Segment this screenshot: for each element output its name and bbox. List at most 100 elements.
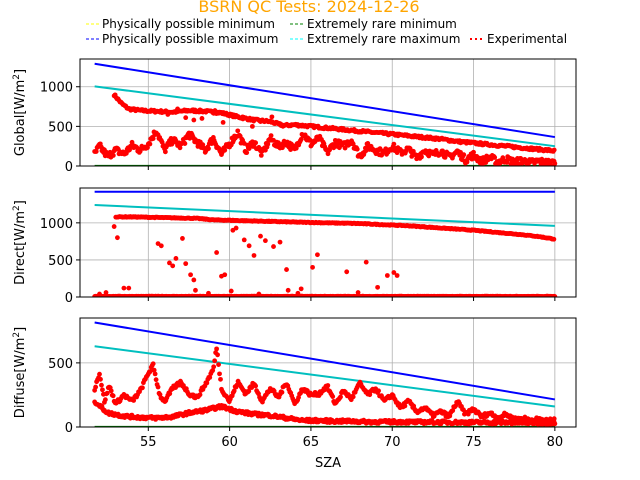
data-point (465, 411, 471, 417)
legend-entry-phys-min: Physically possible minimum (86, 17, 275, 31)
x-tick-label: 80 (547, 435, 564, 450)
data-point (262, 238, 268, 244)
data-point (180, 236, 185, 241)
data-point (155, 384, 161, 390)
panel-diffuse: 55 60 65 70 75 80 0 500 Diffuse[W/m2] (12, 317, 577, 450)
data-point (193, 287, 198, 293)
data-point (211, 364, 217, 370)
data-point (218, 376, 223, 382)
data-point (310, 264, 315, 270)
ref-line-extremely-rare-maximum (94, 345, 555, 408)
data-point (214, 250, 220, 255)
x-tick-label: 65 (303, 435, 320, 450)
data-point (277, 122, 283, 128)
data-point (115, 235, 120, 241)
data-point (212, 358, 218, 364)
data-point (551, 147, 557, 153)
data-point (298, 136, 304, 142)
data-point (210, 367, 216, 373)
data-point (258, 152, 264, 158)
data-point (100, 387, 105, 393)
data-point (206, 290, 211, 296)
data-point (233, 225, 239, 231)
data-point (330, 394, 336, 399)
data-point (111, 224, 117, 229)
y-tick-label: 0 (65, 421, 73, 436)
y-axis-label: Direct[W/m2] (12, 200, 28, 285)
legend-entry-rare-max: Extremely rare maximum (290, 32, 460, 46)
data-point (375, 284, 380, 290)
data-point (391, 270, 397, 275)
data-point (97, 371, 102, 377)
data-point (110, 393, 116, 399)
data-point (173, 256, 179, 261)
data-point (231, 388, 237, 394)
data-point (145, 145, 150, 151)
data-point (150, 136, 156, 141)
data-point (492, 155, 498, 160)
ref-line-extremely-rare-maximum (94, 85, 555, 148)
data-point (153, 377, 159, 383)
data-point (265, 141, 271, 147)
data-point (363, 259, 369, 265)
data-point (350, 394, 356, 400)
data-point (241, 237, 247, 243)
data-point (126, 285, 132, 291)
data-point (258, 119, 263, 125)
data-point (450, 408, 456, 413)
data-point (471, 149, 476, 155)
legend-label: Physically possible minimum (102, 17, 275, 31)
legend: Physically possible minimum Extremely ra… (86, 17, 567, 46)
y-tick-label: 500 (48, 254, 73, 269)
data-point (325, 383, 331, 388)
data-point (217, 371, 222, 377)
data-point (315, 252, 320, 258)
data-point (394, 273, 400, 278)
data-point (295, 290, 301, 296)
data-point (97, 291, 102, 297)
data-point (551, 236, 557, 242)
data-point (280, 145, 285, 151)
legend-entry-experimental: Experimental (470, 32, 567, 46)
data-point (104, 390, 110, 396)
data-point (212, 108, 218, 113)
data-point (206, 146, 211, 152)
ref-line-extremely-rare-maximum (94, 204, 555, 227)
data-point (338, 394, 343, 400)
data-point (269, 114, 275, 120)
data-point (222, 272, 228, 278)
legend-label: Extremely rare maximum (307, 32, 460, 46)
data-point (167, 391, 173, 397)
data-point (207, 374, 213, 380)
ref-line-physically-possible-maximum (94, 321, 556, 401)
data-point (165, 112, 171, 117)
y-tick-label: 0 (65, 291, 73, 306)
data-point (188, 272, 193, 278)
legend-label: Experimental (487, 32, 567, 46)
x-axis-label: SZA (315, 456, 341, 471)
data-point (170, 263, 176, 269)
data-point (256, 291, 262, 297)
data-point (354, 146, 360, 152)
data-point (268, 133, 274, 138)
data-point (249, 123, 255, 129)
data-point (199, 116, 205, 121)
data-point (177, 145, 183, 151)
y-axis-label: Global[W/m2] (12, 69, 28, 156)
data-point (355, 290, 361, 295)
data-point (110, 153, 116, 158)
axes-frame (79, 58, 577, 167)
data-point (216, 362, 221, 368)
data-point (419, 154, 424, 160)
data-point (258, 233, 263, 239)
data-point (461, 152, 467, 158)
plot-area (92, 321, 558, 427)
legend-entry-phys-max: Physically possible maximum (86, 32, 278, 46)
legend-entry-rare-min: Extremely rare minimum (290, 17, 457, 31)
data-point (253, 383, 259, 389)
x-tick-label: 60 (221, 435, 238, 450)
data-point (147, 141, 153, 147)
data-point (376, 388, 381, 394)
axes-frame (79, 317, 577, 428)
data-point (552, 294, 558, 297)
